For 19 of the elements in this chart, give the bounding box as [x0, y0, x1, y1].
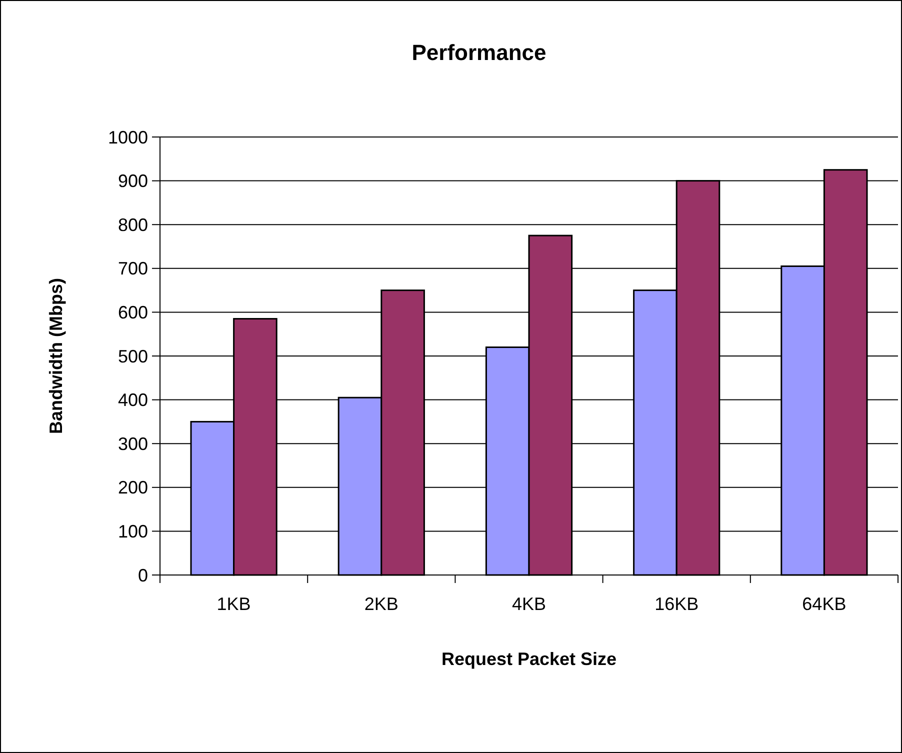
y-tick-label: 600: [118, 302, 148, 322]
x-tick-label: 4KB: [512, 594, 546, 614]
y-tick-label: 100: [118, 522, 148, 542]
chart-title: Performance: [412, 40, 546, 65]
y-tick-label: 300: [118, 434, 148, 454]
y-tick-label: 500: [118, 346, 148, 366]
y-tick-label: 400: [118, 390, 148, 410]
y-tick-label: 0: [138, 565, 148, 586]
x-axis-title: Request Packet Size: [441, 649, 617, 669]
x-tick-label: 16KB: [654, 594, 699, 614]
x-tick-label: 2KB: [364, 594, 398, 614]
x-tick-label: 64KB: [802, 594, 846, 614]
y-tick-label: 900: [118, 171, 148, 192]
y-tick-label: 1000: [108, 127, 148, 148]
y-tick-label: 700: [118, 258, 148, 279]
y-axis-title: Bandwidth (Mbps): [46, 278, 66, 434]
y-tick-label: 800: [118, 214, 148, 235]
y-tick-label: 200: [118, 478, 148, 498]
x-tick-label: 1KB: [216, 594, 251, 614]
